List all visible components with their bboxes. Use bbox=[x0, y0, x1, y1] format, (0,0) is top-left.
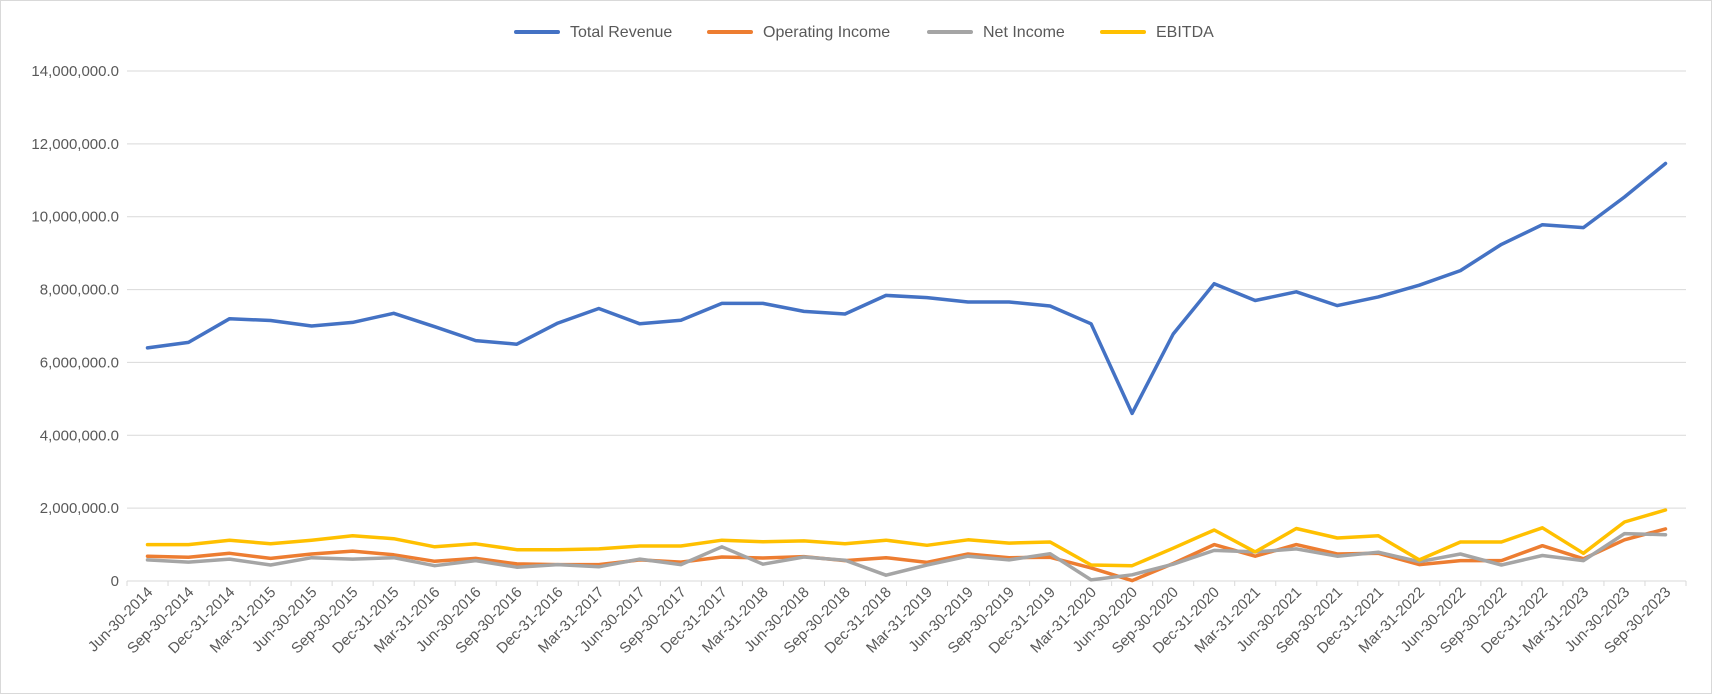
x-axis: Jun-30-2014Sep-30-2014Dec-31-2014Mar-31-… bbox=[85, 580, 1687, 657]
y-tick-label: 12,000,000.0 bbox=[31, 136, 119, 153]
legend-label: EBITDA bbox=[1156, 24, 1214, 41]
legend-label: Net Income bbox=[983, 24, 1065, 41]
legend-label: Operating Income bbox=[763, 24, 890, 41]
y-axis: 0 2,000,000.0 4,000,000.0 6,000,000.0 8,000,… bbox=[31, 63, 119, 590]
series-line-operating-income bbox=[145, 527, 1668, 583]
gridlines bbox=[127, 70, 1686, 509]
series-lines bbox=[145, 161, 1668, 583]
series-line-total-revenue bbox=[145, 161, 1668, 416]
y-tick-label: 14,000,000.0 bbox=[31, 63, 119, 80]
y-tick-label: 6,000,000.0 bbox=[40, 354, 119, 371]
series-line-net-income bbox=[145, 531, 1668, 582]
series-line-ebitda bbox=[145, 508, 1668, 568]
y-tick-label: 4,000,000.0 bbox=[40, 427, 119, 444]
y-tick-label: 8,000,000.0 bbox=[40, 282, 119, 299]
y-tick-label: 10,000,000.0 bbox=[31, 209, 119, 226]
y-tick-label: 2,000,000.0 bbox=[40, 500, 119, 517]
legend: Total Revenue Operating Income Net Income E… bbox=[514, 24, 1214, 41]
legend-label: Total Revenue bbox=[570, 24, 672, 41]
y-tick-label: 0 bbox=[111, 573, 119, 590]
